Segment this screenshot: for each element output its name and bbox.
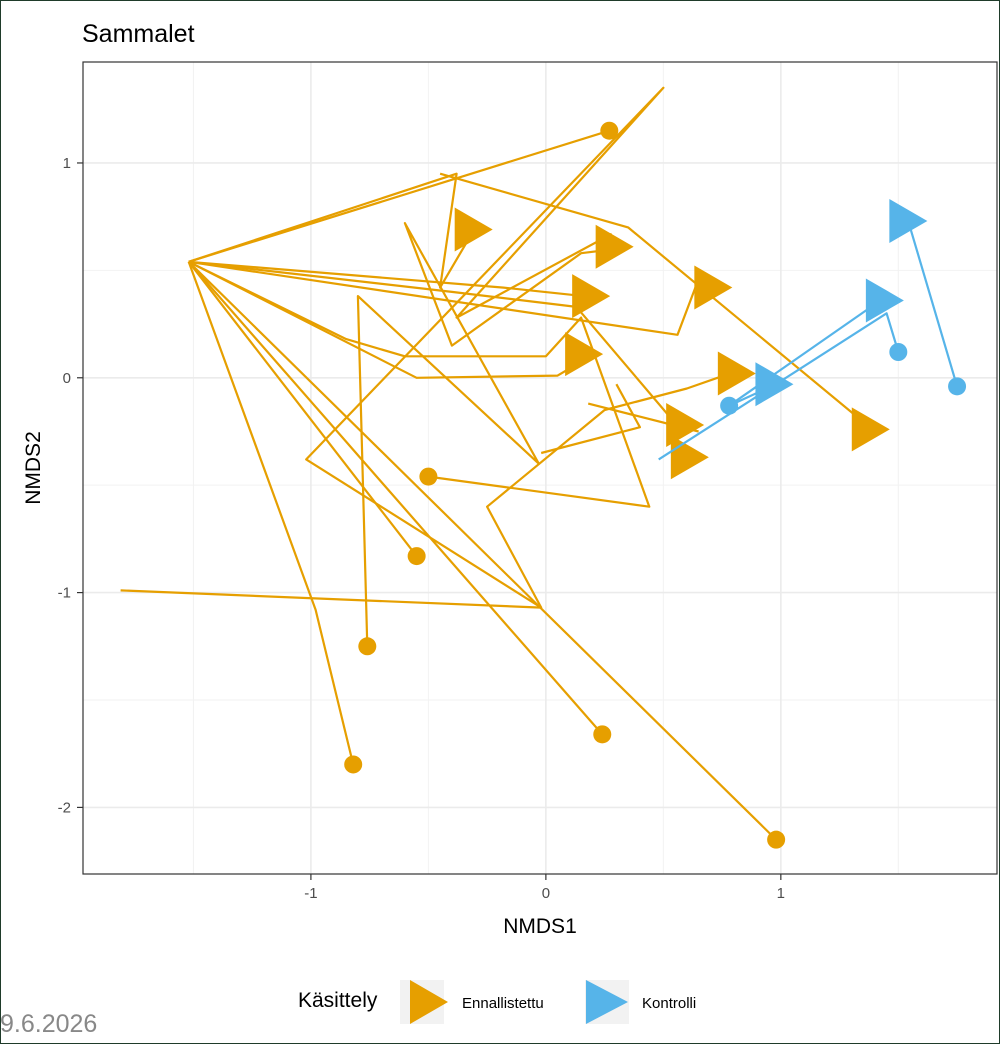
- ennallistettu-trajectory: [188, 172, 477, 289]
- plot-border: [82, 61, 998, 875]
- y-tick-label: 0: [63, 370, 71, 387]
- ennallistettu-start-point: [344, 755, 363, 774]
- ennallistettu-trajectory: [540, 383, 642, 455]
- kontrolli-end-point: [889, 198, 928, 243]
- legend-title: Käsittely: [298, 989, 378, 1012]
- ennallistettu-end-point: [694, 265, 733, 310]
- ennallistettu-end-point: [572, 274, 611, 319]
- series-layer: [120, 86, 967, 849]
- ennallistettu-trajectory: [187, 261, 418, 557]
- x-tick-label: 1: [777, 885, 785, 902]
- y-tick-label: -1: [58, 585, 71, 602]
- ennallistettu-end-point: [717, 351, 756, 396]
- ennallistettu-trajectory: [188, 260, 651, 508]
- legend-label-kontrolli: Kontrolli: [642, 995, 696, 1012]
- legend: Käsittely Ennallistettu Kontrolli: [298, 980, 696, 1024]
- legend-label-ennallistettu: Ennallistettu: [462, 995, 544, 1012]
- ennallistettu-trajectory: [188, 260, 605, 300]
- ennallistettu-start-point: [600, 121, 619, 140]
- ennallistettu-end-point: [565, 332, 604, 377]
- kontrolli-start-point: [948, 377, 967, 396]
- x-tick-label: -1: [304, 885, 317, 902]
- grid-minor: [83, 62, 997, 874]
- ennallistettu-end-point: [666, 403, 705, 448]
- ennallistettu-trajectory: [188, 260, 684, 433]
- chart-title: Sammalet: [82, 20, 195, 48]
- ennallistettu-trajectory: [188, 260, 700, 336]
- y-tick-label: 1: [63, 155, 71, 172]
- ennallistettu-start-point: [767, 830, 786, 849]
- ennallistettu-end-point: [851, 407, 890, 452]
- x-axis-ticks: -1 0 1: [304, 874, 785, 902]
- kontrolli-start-point: [720, 396, 739, 415]
- kontrolli-end-point: [755, 362, 794, 407]
- ennallistettu-end-point: [595, 224, 634, 269]
- legend-symbol-kontrolli: [586, 980, 628, 1024]
- kontrolli-trajectory: [728, 295, 888, 407]
- ennallistettu-trajectory: [120, 86, 665, 609]
- ennallistettu-start-point: [419, 467, 438, 486]
- y-axis-ticks: -2 -1 0 1: [58, 155, 83, 816]
- ennallistettu-trajectory: [187, 261, 355, 765]
- kontrolli-trajectory: [909, 227, 959, 387]
- footer-date: 9.6.2026: [0, 1010, 98, 1038]
- ennallistettu-trajectory: [356, 222, 617, 647]
- ennallistettu-start-point: [593, 725, 612, 744]
- plot-panel: [83, 62, 997, 874]
- kontrolli-end-point: [865, 278, 904, 323]
- ennallistettu-trajectory: [439, 172, 876, 433]
- series-kontrolli: [658, 198, 967, 461]
- x-tick-label: 0: [542, 885, 550, 902]
- kontrolli-start-point: [889, 343, 908, 361]
- grid-major: [83, 62, 997, 874]
- ennallistettu-trajectory: [486, 370, 737, 609]
- ennallistettu-start-point: [358, 637, 377, 656]
- legend-symbol-ennallistettu: [410, 980, 448, 1024]
- ennallistettu-trajectory: [187, 261, 604, 736]
- y-axis-title: NMDS2: [22, 431, 45, 505]
- y-tick-label: -2: [58, 799, 71, 816]
- x-axis-title: NMDS1: [503, 915, 577, 938]
- ennallistettu-end-point: [454, 207, 493, 252]
- ennallistettu-start-point: [407, 547, 426, 566]
- ennallistettu-trajectory: [188, 129, 610, 263]
- ennallistettu-trajectory: [187, 261, 777, 841]
